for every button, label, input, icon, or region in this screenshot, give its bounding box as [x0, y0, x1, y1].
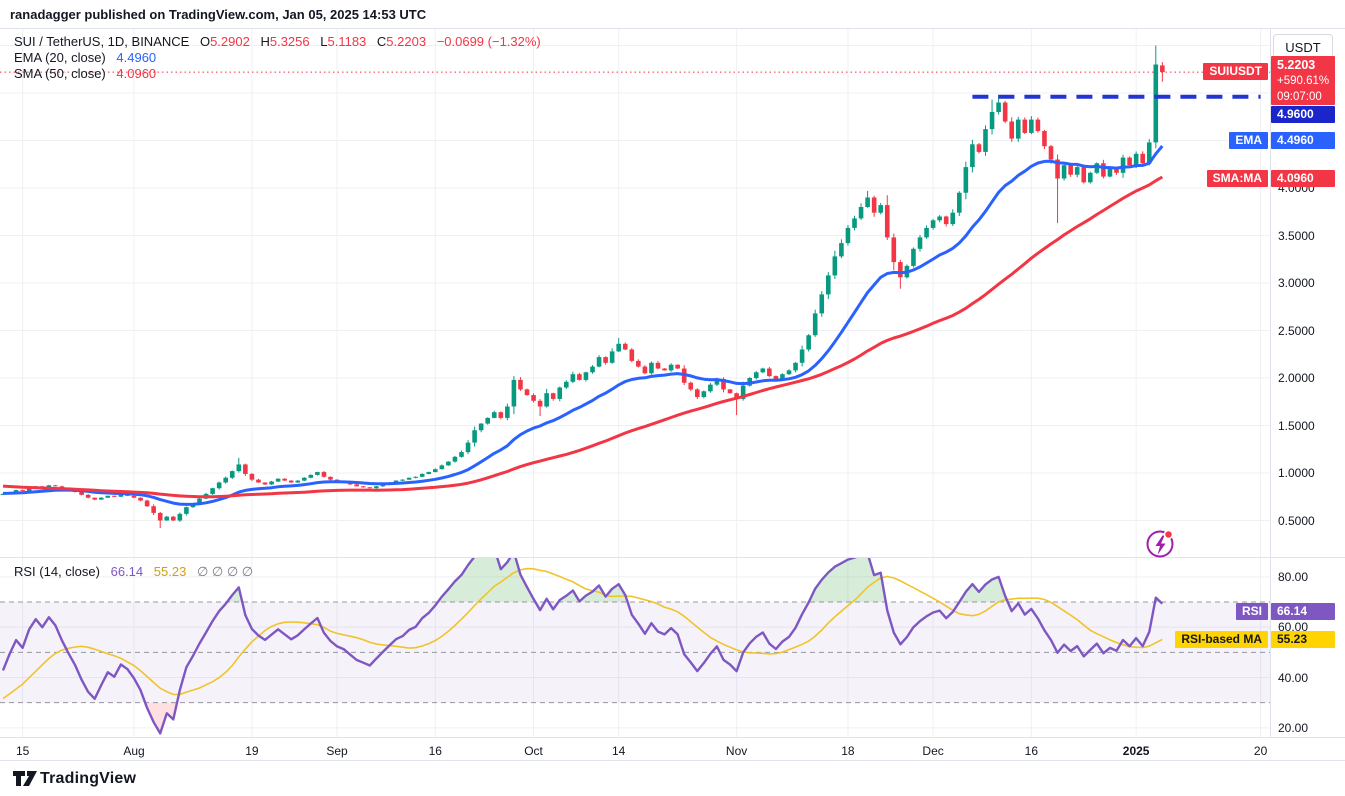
rsi-tag: RSI: [1235, 603, 1268, 621]
symbol-title: SUI / TetherUS, 1D, BINANCE: [14, 34, 190, 49]
main-legend: SUI / TetherUS, 1D, BINANCE O5.2902 H5.3…: [14, 34, 541, 82]
rsi-ma-tag: RSI-based MA: [1175, 630, 1268, 648]
ema-value: 4.4960: [116, 50, 157, 65]
time-tick-label: 15: [15, 744, 30, 758]
time-tick-label: Aug: [123, 744, 145, 758]
ema-axis-label: 4.4960: [1271, 132, 1335, 150]
sma-line[interactable]: [2, 175, 1164, 499]
sma-legend-row[interactable]: SMA (50, close) 4.0960: [14, 66, 541, 82]
price-tick-label: 2.0000: [1278, 371, 1315, 385]
candles[interactable]: [0, 45, 1165, 529]
price-tick-label: 2.5000: [1278, 323, 1315, 338]
rsi-ma-axis-label: 55.23: [1271, 630, 1335, 648]
time-tick-label: 16: [1024, 744, 1039, 758]
sma-value: 4.0960: [116, 66, 157, 81]
time-tick-label: Dec: [922, 744, 944, 758]
rsi-legend[interactable]: RSI (14, close) 66.14 55.23 ∅ ∅ ∅ ∅: [14, 564, 253, 580]
price-tick-label: 1.5000: [1278, 418, 1315, 433]
ohlc-close: C5.2203: [376, 34, 427, 49]
rsi-tick-label: 40.00: [1278, 670, 1309, 685]
symbol-legend-row[interactable]: SUI / TetherUS, 1D, BINANCE O5.2902 H5.3…: [14, 34, 541, 50]
grid: [0, 28, 1270, 738]
rsi-value: 66.14: [110, 564, 144, 579]
tradingview-logo-text[interactable]: TradingView: [40, 770, 137, 787]
rsi-ma-line[interactable]: [2, 567, 1163, 700]
flash-idea-icon[interactable]: [1146, 529, 1174, 558]
symbol-tag: SUIUSDT: [1203, 63, 1268, 81]
time-tick-label: Sep: [326, 744, 348, 758]
ohlc-low: L5.1183: [320, 34, 367, 49]
rsi-null-values: ∅ ∅ ∅ ∅: [196, 564, 254, 579]
chart-container: SUI / TetherUS, 1D, BINANCE O5.2902 H5.3…: [0, 28, 1345, 758]
ohlc-open: O5.2902: [199, 34, 250, 49]
sma-axis-label: 4.0960: [1271, 170, 1335, 188]
price-tick-label: 1.0000: [1278, 466, 1315, 480]
chart-canvas[interactable]: [0, 28, 1345, 738]
rsi-line[interactable]: [1, 548, 1164, 735]
price-tick-label: 0.5000: [1278, 513, 1315, 528]
ema-line[interactable]: [2, 145, 1164, 506]
rsi-axis-label: 66.14: [1271, 603, 1335, 621]
ohlc-high: H5.3256: [260, 34, 310, 49]
change-value: −0.0699 (−1.32%): [436, 34, 541, 49]
sma-tag: SMA:MA: [1206, 170, 1268, 188]
sma-label: SMA (50, close): [14, 66, 106, 81]
ema-tag: EMA: [1229, 132, 1268, 150]
attribution-text: ranadagger published on TradingView.com,…: [10, 7, 427, 22]
rsi-label: RSI (14, close): [14, 564, 100, 579]
rsi-tick-label: 20.00: [1278, 720, 1309, 735]
time-tick-label: 18: [841, 744, 855, 758]
time-tick-label: 20: [1253, 744, 1268, 758]
time-tick-label: Oct: [524, 744, 543, 758]
footer-bar: TradingView: [0, 760, 1345, 796]
price-tick-label: 3.5000: [1278, 228, 1315, 243]
tradingview-logo-icon[interactable]: [12, 770, 38, 790]
ema-label: EMA (20, close): [14, 50, 106, 65]
time-tick-label: 14: [612, 744, 626, 758]
price-tick-label: 3.0000: [1278, 276, 1315, 290]
resistance-level-label: 4.9600: [1271, 106, 1335, 124]
attribution-bar: ranadagger published on TradingView.com,…: [0, 0, 1345, 28]
time-tick-label: 16: [428, 744, 442, 758]
rsi-tick-label: 80.00: [1278, 569, 1309, 584]
rsi-ma-value: 55.23: [153, 564, 187, 579]
last-price-axis-label: 5.2203 +590.61% 09:07:00: [1271, 56, 1335, 106]
time-tick-label: Nov: [725, 744, 748, 758]
ema-legend-row[interactable]: EMA (20, close) 4.4960: [14, 50, 541, 66]
time-tick-label: 2025: [1122, 744, 1150, 758]
time-tick-label: 19: [245, 744, 259, 758]
rsi-tick-label: 60.00: [1278, 620, 1309, 635]
rsi-overbought-fill: [3, 558, 1163, 602]
